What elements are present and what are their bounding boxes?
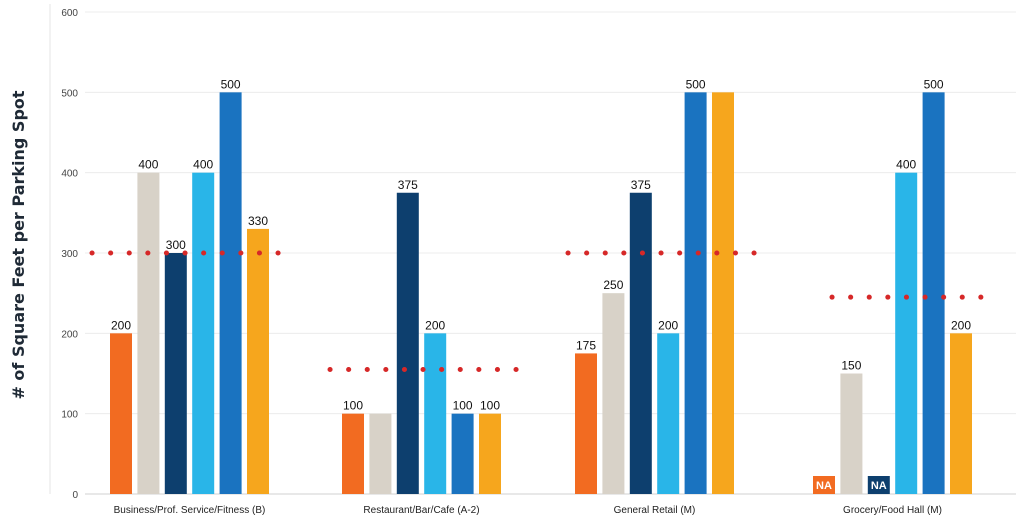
bar bbox=[684, 92, 707, 494]
bar bbox=[247, 228, 269, 494]
data-label: 175 bbox=[576, 338, 596, 352]
data-label: 500 bbox=[221, 77, 241, 91]
bar bbox=[219, 92, 242, 494]
data-label: 200 bbox=[111, 318, 131, 332]
bar bbox=[922, 92, 945, 494]
bar bbox=[629, 192, 652, 494]
x-category-label: Restaurant/Bar/Cafe (A-2) bbox=[363, 505, 479, 516]
data-label: 375 bbox=[398, 178, 418, 192]
y-tick-label: 400 bbox=[61, 169, 78, 180]
na-label: NA bbox=[871, 480, 887, 492]
bar bbox=[575, 353, 597, 494]
bars-layer: 200 100 175 NA 400 250 150 300 375 375 NA 400 200 200… bbox=[110, 77, 972, 494]
bar bbox=[424, 333, 447, 494]
x-category-label: Business/Prof. Service/Fitness (B) bbox=[114, 505, 266, 516]
data-label: 330 bbox=[248, 214, 268, 228]
data-label: 200 bbox=[951, 318, 971, 332]
y-tick-label: 200 bbox=[61, 329, 78, 340]
data-label: 400 bbox=[193, 158, 213, 172]
y-tick-label: 500 bbox=[61, 88, 78, 99]
bar bbox=[895, 172, 918, 494]
data-label: 150 bbox=[841, 359, 861, 373]
bar bbox=[342, 413, 364, 494]
bar bbox=[657, 333, 680, 494]
bar bbox=[110, 333, 132, 494]
x-category-label: General Retail (M) bbox=[614, 505, 696, 516]
data-label: 100 bbox=[343, 399, 363, 413]
data-label: 100 bbox=[480, 399, 500, 413]
bar bbox=[192, 172, 215, 494]
na-marker bbox=[867, 476, 890, 494]
data-label: 375 bbox=[631, 178, 651, 192]
y-tick-label: 600 bbox=[61, 8, 78, 19]
reference-lines-layer bbox=[89, 250, 993, 372]
na-label: NA bbox=[816, 480, 832, 492]
bar bbox=[164, 253, 187, 494]
data-label: 500 bbox=[686, 77, 706, 91]
bar bbox=[840, 373, 863, 494]
bar bbox=[396, 192, 419, 494]
y-tick-label: 0 bbox=[72, 490, 78, 501]
bar bbox=[137, 172, 160, 494]
data-label: 400 bbox=[896, 158, 916, 172]
y-axis: 0 100 200 300 400 500 600 bbox=[49, 4, 78, 501]
data-label: 400 bbox=[138, 158, 158, 172]
x-category-label: Grocery/Food Hall (M) bbox=[843, 505, 942, 516]
data-label: 500 bbox=[924, 77, 944, 91]
y-axis-title: # of Square Feet per Parking Spot bbox=[9, 90, 28, 399]
data-label: 300 bbox=[166, 238, 186, 252]
y-tick-label: 100 bbox=[61, 410, 78, 421]
x-axis: Business/Prof. Service/Fitness (B) Restau… bbox=[114, 505, 942, 516]
data-label: 200 bbox=[658, 318, 678, 332]
bar bbox=[950, 333, 972, 494]
bar bbox=[451, 413, 474, 494]
bar bbox=[712, 92, 734, 494]
bar bbox=[479, 413, 501, 494]
data-label: 100 bbox=[453, 399, 473, 413]
bar bbox=[369, 413, 392, 494]
data-label: 200 bbox=[425, 318, 445, 332]
na-marker bbox=[813, 476, 835, 494]
y-tick-label: 300 bbox=[61, 249, 78, 260]
data-label: 250 bbox=[603, 278, 623, 292]
bar bbox=[602, 293, 625, 494]
